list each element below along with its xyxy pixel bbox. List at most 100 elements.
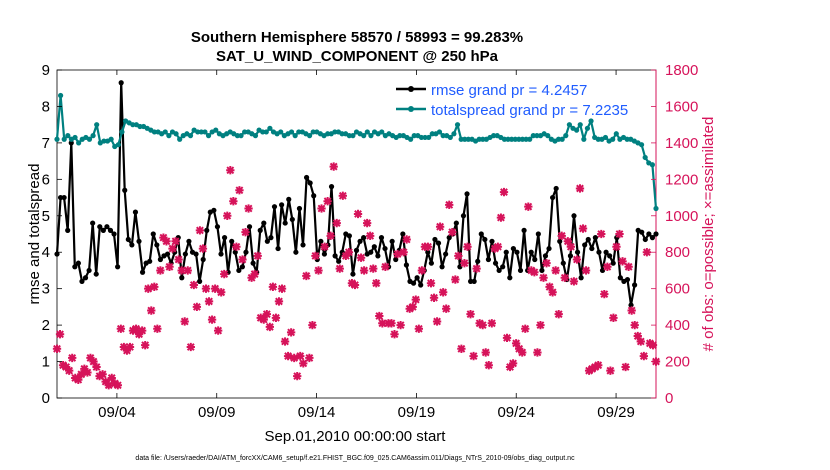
data-point [65, 227, 71, 233]
data-point [563, 133, 569, 139]
data-point-x [98, 370, 107, 379]
data-point-x [448, 228, 457, 237]
data-point-x [378, 319, 387, 328]
chart-title-line1: Southern Hemisphere 58570 / 58993 = 99.2… [191, 29, 523, 46]
data-point-x [174, 255, 183, 264]
data-point-x [286, 328, 296, 337]
data-point-x [268, 282, 278, 292]
data-point-x [600, 289, 609, 299]
data-point [193, 251, 199, 257]
data-point [86, 136, 93, 142]
data-point-x [265, 322, 275, 332]
data-point-x [402, 235, 411, 244]
y-axis-right-label: # of obs: o=possible; ×=assimilated [700, 117, 717, 352]
data-point-x [290, 353, 299, 363]
data-point-x [554, 310, 563, 319]
data-point [649, 235, 656, 241]
data-point [108, 136, 114, 142]
data-point [471, 278, 477, 284]
data-point-x [61, 362, 71, 372]
data-point-x [499, 187, 509, 197]
data-point-x [423, 242, 433, 251]
data-point-x [603, 262, 612, 271]
data-point [268, 235, 274, 241]
data-point-x [238, 255, 247, 264]
data-point [546, 245, 552, 252]
y-axis-left: 0 1 2 3 4 5 6 7 8 9 [42, 62, 62, 407]
data-point-x [481, 348, 490, 357]
x-axis: 09/04 09/09 09/14 09/19 09/24 09/29 [98, 70, 635, 421]
legend-spread-marker [408, 106, 414, 112]
data-point [550, 194, 556, 201]
data-point [414, 275, 420, 281]
data-point [257, 227, 263, 233]
data-point [607, 253, 613, 259]
data-point-x [116, 324, 126, 333]
data-point [501, 136, 508, 142]
data-point-x [445, 200, 454, 210]
data-point-x [442, 304, 451, 313]
y-left-tick-label: 8 [42, 98, 50, 115]
data-point [137, 123, 143, 130]
data-point [639, 229, 645, 235]
data-point-x [250, 269, 259, 279]
data-point [539, 267, 545, 274]
data-point [173, 131, 179, 137]
data-point-x [283, 351, 293, 361]
data-point [585, 236, 591, 243]
data-point-x [259, 315, 268, 324]
data-point [150, 231, 156, 237]
data-point-x [55, 330, 65, 339]
data-point-x [341, 251, 351, 261]
series-obs-assimilated [52, 162, 661, 390]
data-point-x [77, 370, 86, 379]
data-point [491, 133, 497, 139]
data-point [624, 276, 631, 283]
data-point [187, 133, 194, 139]
data-point-x [505, 362, 515, 372]
data-point [425, 249, 431, 255]
data-point [397, 133, 403, 139]
data-point-x [235, 186, 244, 195]
data-point [632, 282, 638, 288]
data-point-x [615, 229, 624, 239]
data-point [555, 136, 562, 142]
data-point [375, 253, 381, 259]
data-point [496, 267, 502, 274]
y-right-tick-label: 0 [665, 390, 673, 407]
data-point [353, 247, 360, 253]
data-point [97, 224, 103, 230]
data-point [147, 258, 153, 264]
data-point [465, 136, 471, 142]
data-point-x [92, 362, 101, 372]
data-point [368, 249, 374, 255]
data-point [521, 227, 527, 233]
data-point-x [189, 280, 198, 290]
data-point-x [578, 224, 588, 233]
data-point [198, 129, 204, 135]
data-point [278, 129, 284, 135]
data-point [592, 235, 598, 241]
data-point-x [639, 351, 648, 361]
data-point-x [524, 202, 533, 211]
data-point-x [366, 231, 375, 240]
data-point [339, 131, 345, 137]
y-right-tick-label: 600 [665, 281, 690, 298]
data-point [93, 271, 99, 277]
data-point [482, 236, 488, 243]
data-point-x [396, 320, 405, 330]
data-point [307, 180, 313, 186]
data-point [139, 269, 146, 275]
data-point-x [192, 302, 202, 312]
data-point [246, 224, 253, 230]
data-point [418, 134, 425, 141]
y-right-tick-label: 400 [665, 317, 690, 334]
data-point-x [438, 288, 448, 297]
data-point [303, 174, 310, 181]
x-tick-label: 09/24 [497, 404, 535, 421]
data-point-x [107, 373, 116, 383]
data-point-x [594, 361, 603, 370]
data-point [242, 129, 248, 135]
data-point [76, 140, 82, 146]
